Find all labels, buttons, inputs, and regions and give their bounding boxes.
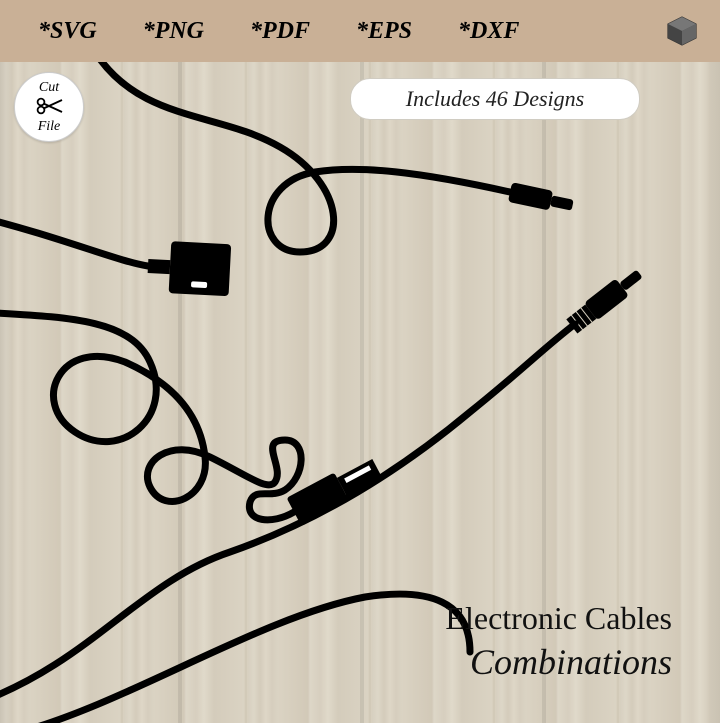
product-title: Electronic Cables Combinations	[445, 600, 672, 683]
includes-text: Includes 46 Designs	[406, 86, 584, 112]
title-line2: Combinations	[445, 641, 672, 683]
connector-dock	[147, 240, 232, 296]
format-header-bar: *SVG *PNG *PDF *EPS *DXF	[0, 0, 720, 62]
format-eps: *EPS	[356, 18, 412, 45]
cut-file-line2: File	[38, 120, 61, 134]
package-box-icon	[666, 15, 698, 47]
title-line1: Electronic Cables	[445, 600, 672, 637]
format-dxf: *DXF	[458, 18, 519, 45]
cable-path-bottom	[20, 594, 470, 723]
connector-usb	[286, 454, 384, 526]
cut-file-badge: Cut File	[14, 72, 84, 142]
cut-file-line1: Cut	[39, 81, 59, 95]
cable-path-dock	[0, 217, 148, 266]
format-svg: *SVG	[38, 18, 97, 45]
product-preview-area: Cut File Includes 46 Designs	[0, 62, 720, 723]
connector-lightning-top	[508, 182, 575, 215]
connector-lightning-right	[565, 265, 646, 335]
cable-path-usb	[0, 312, 301, 520]
includes-designs-badge: Includes 46 Designs	[350, 78, 640, 120]
scissors-icon	[35, 97, 63, 120]
format-png: *PNG	[143, 18, 204, 45]
format-pdf: *PDF	[250, 18, 310, 45]
format-list: *SVG *PNG *PDF *EPS *DXF	[38, 18, 519, 45]
